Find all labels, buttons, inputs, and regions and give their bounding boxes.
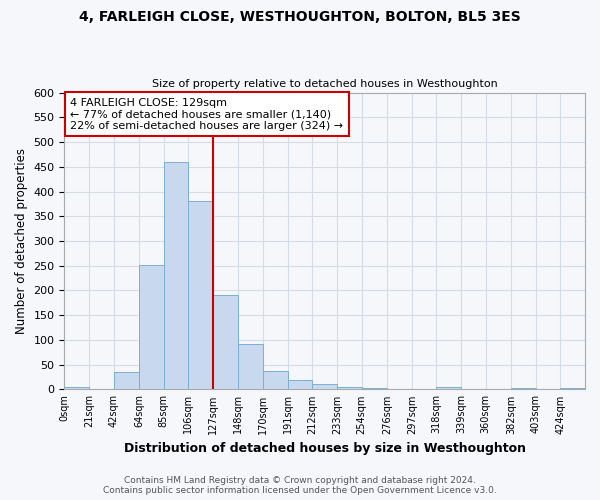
Bar [64, 387, 89, 390]
Bar [362, 388, 387, 390]
Bar [164, 162, 188, 390]
Text: Contains HM Land Registry data © Crown copyright and database right 2024.
Contai: Contains HM Land Registry data © Crown c… [103, 476, 497, 495]
Bar [188, 202, 213, 390]
Bar [313, 384, 337, 390]
Y-axis label: Number of detached properties: Number of detached properties [15, 148, 28, 334]
Bar [436, 388, 461, 390]
Bar [337, 387, 362, 390]
Bar [139, 264, 164, 390]
Bar [560, 388, 585, 390]
Bar [511, 388, 536, 390]
Bar [238, 344, 263, 390]
Bar [113, 372, 139, 390]
Title: Size of property relative to detached houses in Westhoughton: Size of property relative to detached ho… [152, 79, 497, 89]
Text: 4, FARLEIGH CLOSE, WESTHOUGHTON, BOLTON, BL5 3ES: 4, FARLEIGH CLOSE, WESTHOUGHTON, BOLTON,… [79, 10, 521, 24]
Bar [288, 380, 313, 390]
Bar [213, 296, 238, 390]
Text: 4 FARLEIGH CLOSE: 129sqm
← 77% of detached houses are smaller (1,140)
22% of sem: 4 FARLEIGH CLOSE: 129sqm ← 77% of detach… [70, 98, 343, 130]
Bar [263, 371, 288, 390]
X-axis label: Distribution of detached houses by size in Westhoughton: Distribution of detached houses by size … [124, 442, 526, 455]
